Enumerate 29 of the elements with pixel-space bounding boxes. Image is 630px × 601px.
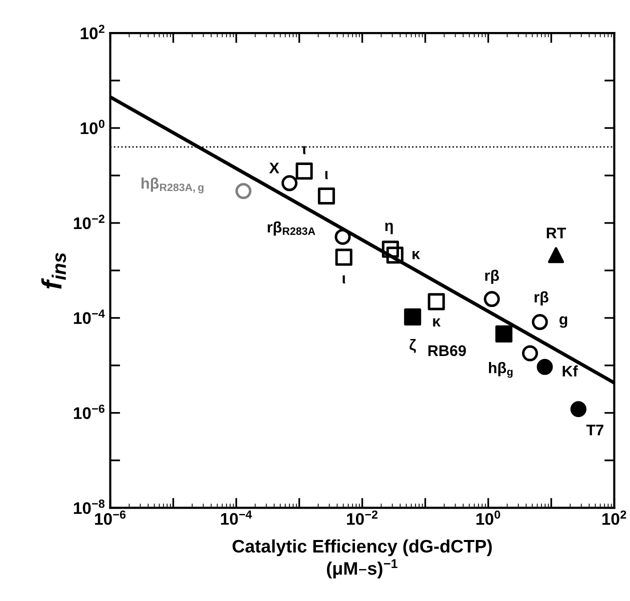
annotation: X: [269, 162, 280, 174]
annotation: ι: [342, 275, 346, 284]
annotation: κ: [412, 251, 420, 260]
annotation: ι: [325, 171, 328, 180]
annotation: ζ: [410, 338, 416, 354]
annotation: hβ$_{R283A,g}$: [142, 178, 204, 194]
x-tick-label: 10$^{0}$: [476, 510, 500, 525]
annotation: rβ: [534, 291, 548, 306]
y-tick-label: 10$^{−4}$: [74, 310, 105, 324]
x-tick-label: 10$^{2}$: [602, 510, 626, 525]
annotation: T7: [586, 424, 604, 436]
x-tick-label: 10$^{−4}$: [221, 510, 252, 525]
y-tick-label: 10$^{−2}$: [74, 214, 104, 230]
y-tick-label: 10$^{−6}$: [74, 404, 104, 420]
annotation: Kf: [562, 365, 578, 376]
annotation: rβ: [485, 270, 499, 284]
x-tick-label: 10$^{−2}$: [347, 510, 378, 525]
y-tick-label: 10$^{0}$: [80, 120, 104, 134]
annotation: RB69: [428, 345, 466, 356]
annotation: RT: [546, 228, 566, 238]
annotation: η: [385, 222, 393, 234]
annotation: κ: [433, 318, 441, 326]
annotation: hβ$_{g}$: [488, 362, 513, 378]
annotation: rβ$_{R283A}$: [268, 221, 316, 236]
x-axis-title: Catalytic Efficiency (dG-dCTP) (μM–s)$^{−1}$: [232, 539, 492, 578]
y-tick-label: 10$^{2}$: [80, 24, 104, 40]
y-axis-title: f$_{ins}$: [41, 252, 66, 289]
annotation: g: [559, 316, 568, 328]
annotation: ι: [303, 146, 306, 154]
